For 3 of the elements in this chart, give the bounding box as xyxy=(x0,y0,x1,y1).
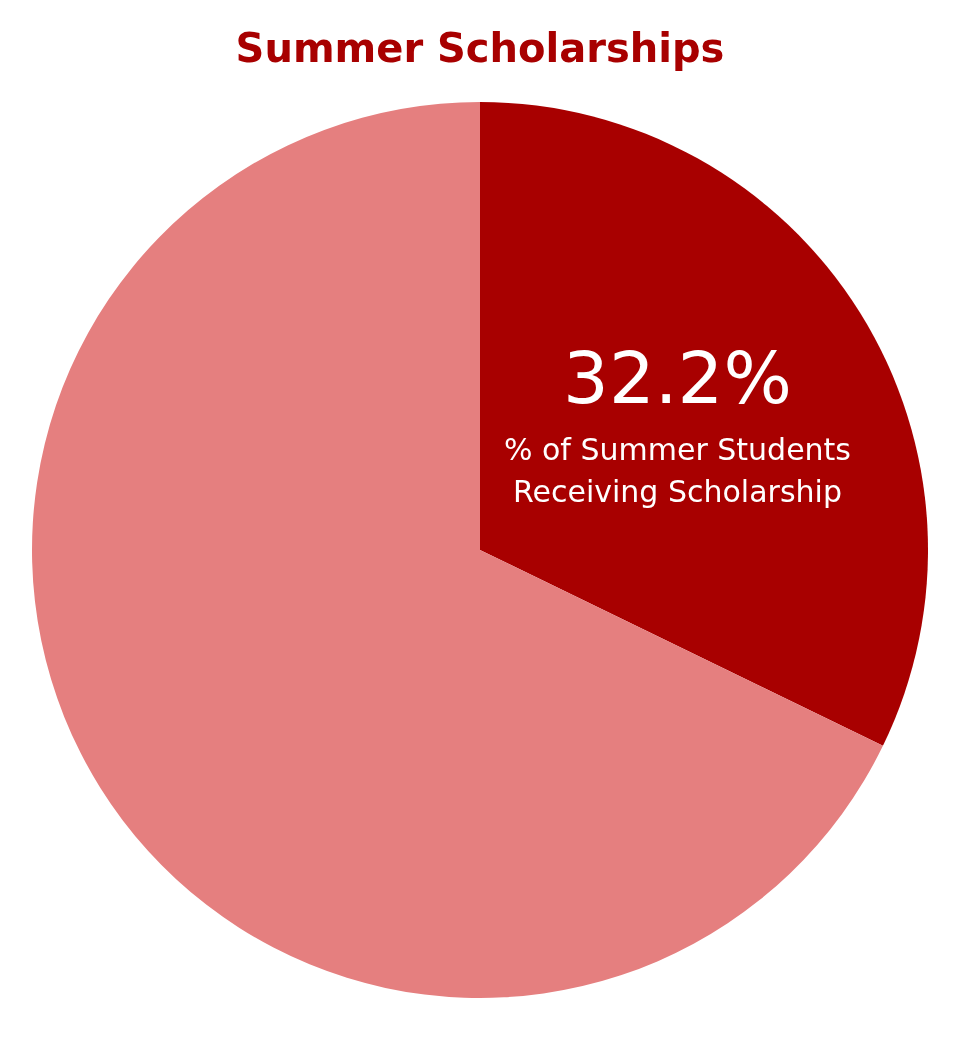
slice-label: % of Summer Students Receiving Scholarship xyxy=(503,432,852,510)
chart-title: Summer Scholarships xyxy=(235,25,725,71)
data-label: 32.2% xyxy=(563,336,792,421)
